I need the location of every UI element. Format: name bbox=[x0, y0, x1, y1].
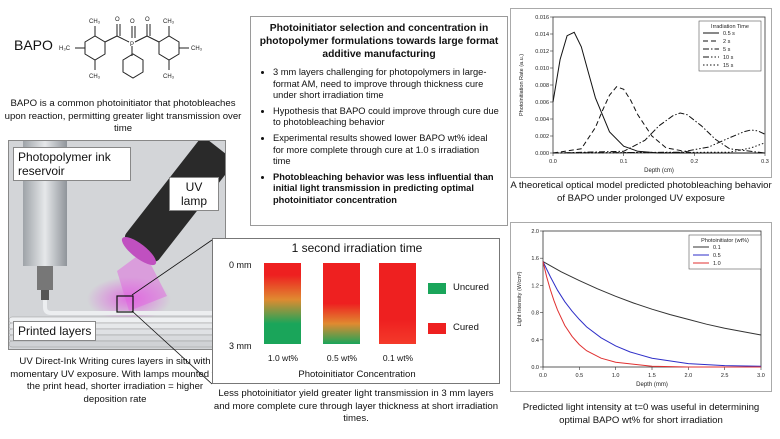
y-axis-label: Light Intensity (W/cm²) bbox=[517, 271, 523, 326]
summary-list: 3 mm layers challenging for photopolymer… bbox=[259, 67, 499, 207]
y-tick-label: 0.000 bbox=[535, 151, 549, 157]
x-tick-label: 2.5 bbox=[721, 373, 729, 379]
legend-entry-label: 15 s bbox=[723, 63, 734, 69]
legend-entry-label: 1.0 bbox=[713, 261, 721, 267]
printed-layers-label: Printed layers bbox=[13, 321, 97, 341]
series-line-0-1 bbox=[542, 261, 762, 336]
legend-uncured-label: Uncured bbox=[453, 282, 489, 293]
x-tick-label: 3.0 bbox=[757, 373, 765, 379]
bar-label: 0.1 wt% bbox=[382, 353, 414, 363]
legend-entry-label: 10 s bbox=[723, 55, 734, 61]
y-tick-label: 0.8 bbox=[531, 311, 539, 317]
y-tick-label: 0.004 bbox=[535, 117, 549, 123]
svg-text:CH₃: CH₃ bbox=[163, 19, 175, 25]
y-tick-label: 0.006 bbox=[535, 100, 549, 106]
legend-entry-label: 5 s bbox=[723, 47, 731, 53]
legend-entry-label: 0.5 s bbox=[723, 31, 735, 37]
bapo-description: BAPO is a common photoinitiator that pho… bbox=[4, 98, 242, 134]
legend-swatch-uncured bbox=[428, 283, 446, 294]
x-tick-label: 0.5 bbox=[576, 373, 584, 379]
bar-label: 0.5 wt% bbox=[326, 353, 358, 363]
summary-bullet: 3 mm layers challenging for photopolymer… bbox=[273, 67, 499, 102]
depth-bottom-label: 3 mm bbox=[229, 341, 252, 351]
legend-entry-label: 2 s bbox=[723, 39, 731, 45]
summary-bullet-conclusion: Photobleaching behavior was less influen… bbox=[273, 172, 499, 207]
svg-text:CH₃: CH₃ bbox=[191, 46, 203, 52]
photoinitiation-rate-plot: 0.0 0.1 0.2 0.3 0.000 0.002 0.004 0.006 0.008 0.0… bbox=[519, 15, 769, 174]
legend-title: Irradiation Time bbox=[711, 24, 749, 30]
svg-text:O: O bbox=[115, 17, 120, 23]
y-tick-label: 1.6 bbox=[531, 256, 539, 262]
irradiation-caption: Less photoinitiator yield greater light … bbox=[213, 388, 499, 424]
y-tick-label: 0.4 bbox=[531, 338, 539, 344]
light-intensity-chart: 0.0 0.5 1.0 1.5 2.0 2.5 3.0 0.0 0.4 0.8 1.2 1.6 2.0 D… bbox=[510, 222, 772, 392]
x-tick-label: 0.1 bbox=[620, 159, 628, 165]
reservoir-label: Photopolymer ink reservoir bbox=[13, 147, 131, 181]
legend-swatch-cured bbox=[428, 323, 446, 334]
legend-title: Photoinitiator (wt%) bbox=[701, 238, 749, 244]
x-axis-label: Depth (cm) bbox=[644, 168, 674, 174]
bapo-molecule-structure: CH₃ CH₃ H₃C O P O O CH₃ CH₃ CH₃ bbox=[59, 17, 203, 80]
svg-text:P: P bbox=[130, 42, 134, 48]
y-tick-label: 0.014 bbox=[535, 32, 549, 38]
y-tick-label: 1.2 bbox=[531, 283, 539, 289]
cure-bar bbox=[379, 263, 416, 344]
series-line-15-s bbox=[552, 142, 766, 154]
summary-title: Photoinitiator selection and concentrati… bbox=[259, 23, 499, 60]
x-tick-label: 0.2 bbox=[691, 159, 699, 165]
cure-bar bbox=[323, 263, 360, 344]
bar-label: 1.0 wt% bbox=[267, 353, 299, 363]
series-line-10-s bbox=[552, 129, 766, 154]
svg-text:O: O bbox=[145, 17, 150, 23]
x-tick-label: 0.0 bbox=[539, 373, 547, 379]
y-tick-label: 0.012 bbox=[535, 49, 549, 55]
legend-cured-label: Cured bbox=[453, 322, 479, 333]
light-intensity-plot: 0.0 0.5 1.0 1.5 2.0 2.5 3.0 0.0 0.4 0.8 1.2 1.6 2.0 D… bbox=[517, 229, 765, 388]
uv-diw-scene: Photopolymer ink reservoir UV lamp Print… bbox=[8, 140, 226, 350]
uv-diw-caption: UV Direct-Ink Writing cures layers in si… bbox=[10, 356, 220, 405]
svg-text:H₃C: H₃C bbox=[59, 46, 71, 52]
x-tick-label: 1.5 bbox=[648, 373, 656, 379]
photoinitiation-rate-chart: 0.0 0.1 0.2 0.3 0.000 0.002 0.004 0.006 0.008 0.0… bbox=[510, 8, 772, 178]
x-tick-label: 2.0 bbox=[685, 373, 693, 379]
irradiation-panel: 1 second irradiation time 0 mm 3 mm 1.0 … bbox=[212, 238, 500, 384]
x-tick-label: 0.3 bbox=[761, 159, 769, 165]
svg-text:CH₃: CH₃ bbox=[89, 19, 101, 25]
bapo-label: BAPO bbox=[14, 37, 53, 53]
series-line-0-5 bbox=[542, 261, 762, 367]
zoom-box bbox=[116, 295, 134, 313]
depth-top-label: 0 mm bbox=[229, 260, 252, 270]
legend-box bbox=[698, 20, 762, 72]
y-tick-label: 0.008 bbox=[535, 83, 549, 89]
svg-text:CH₃: CH₃ bbox=[163, 74, 175, 80]
summary-box: Photoinitiator selection and concentrati… bbox=[250, 16, 508, 226]
legend-entry-label: 0.5 bbox=[713, 253, 721, 259]
y-tick-label: 0.0 bbox=[531, 365, 539, 371]
legend-entry-label: 0.1 bbox=[713, 245, 721, 251]
chart1-caption: A theoretical optical model predicted ph… bbox=[510, 180, 772, 204]
y-tick-label: 0.010 bbox=[535, 66, 549, 72]
y-axis-label: Photoinitiation Rate (a.u.) bbox=[519, 54, 525, 116]
y-tick-label: 2.0 bbox=[531, 229, 539, 235]
y-tick-label: 0.002 bbox=[535, 134, 549, 140]
series-line-5-s bbox=[552, 112, 766, 154]
uv-lamp-label: UV lamp bbox=[169, 177, 219, 211]
irradiation-title: 1 second irradiation time bbox=[291, 241, 423, 255]
series-line-2-s bbox=[552, 86, 765, 154]
irradiation-xlabel: Photoinitiator Concentration bbox=[298, 369, 416, 380]
svg-text:O: O bbox=[130, 19, 135, 25]
series-line-1-0 bbox=[542, 261, 761, 368]
summary-bullet: Experimental results showed lower BAPO w… bbox=[273, 133, 499, 168]
x-tick-label: 0.0 bbox=[549, 159, 557, 165]
x-tick-label: 1.0 bbox=[612, 373, 620, 379]
chart2-caption: Predicted light intensity at t=0 was use… bbox=[522, 402, 760, 426]
svg-text:CH₃: CH₃ bbox=[89, 74, 101, 80]
y-tick-label: 0.016 bbox=[535, 15, 549, 21]
cure-bar bbox=[264, 263, 301, 344]
x-axis-label: Depth (mm) bbox=[636, 382, 668, 388]
summary-bullet: Hypothesis that BAPO could improve throu… bbox=[273, 106, 499, 129]
